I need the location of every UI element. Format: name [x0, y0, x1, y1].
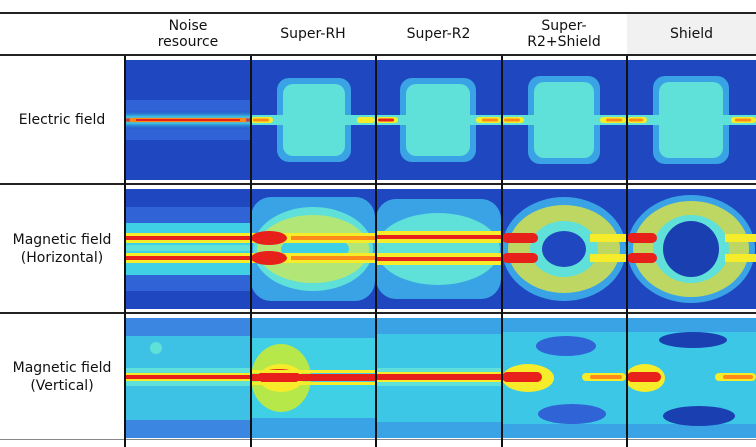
column-separator-3 — [375, 56, 377, 447]
row-label-magnetic-horizontal: Magnetic field (Horizontal) — [12, 231, 112, 266]
heatmap-electric-noise-resource — [126, 60, 250, 180]
column-header-super-rh: Super-RH — [280, 26, 346, 42]
row-rule-2 — [0, 312, 756, 314]
top-rule — [0, 12, 756, 14]
heatmap-magnetic-vertical-shield — [627, 318, 756, 438]
heatmap-magnetic-vertical-super-rh — [251, 318, 375, 438]
heatmap-electric-super-r2-shield — [502, 60, 626, 180]
column-separator-5 — [626, 56, 628, 447]
column-header-shield: Shield — [627, 14, 756, 54]
heatmap-electric-super-r2 — [376, 60, 501, 180]
bottom-rule — [0, 439, 756, 440]
column-separator-4 — [501, 56, 503, 447]
column-header-super-r2: Super-R2 — [406, 26, 471, 42]
heatmap-electric-shield — [627, 60, 756, 180]
row-label-electric-field: Electric field — [18, 111, 106, 128]
column-header-super-r2-shield: Super- R2+Shield — [527, 18, 601, 50]
row-label-magnetic-vertical: Magnetic field (Vertical) — [12, 359, 112, 394]
header-rule — [0, 54, 756, 56]
heatmap-magnetic-horizontal-super-r2 — [376, 189, 501, 309]
column-header-noise-resource: Noise resource — [157, 18, 219, 50]
heatmap-magnetic-vertical-noise-resource — [126, 318, 250, 438]
heatmap-magnetic-horizontal-shield — [627, 189, 756, 309]
heatmap-magnetic-vertical-super-r2 — [376, 318, 501, 438]
column-separator-1 — [124, 56, 126, 447]
heatmap-magnetic-horizontal-super-r2-shield — [502, 189, 626, 309]
heatmap-magnetic-horizontal-noise-resource — [126, 189, 250, 309]
heatmap-magnetic-vertical-super-r2-shield — [502, 318, 626, 438]
heatmap-magnetic-horizontal-super-rh — [251, 189, 375, 309]
row-rule-1 — [0, 183, 756, 185]
heatmap-electric-super-rh — [251, 60, 375, 180]
column-separator-2 — [250, 56, 252, 447]
